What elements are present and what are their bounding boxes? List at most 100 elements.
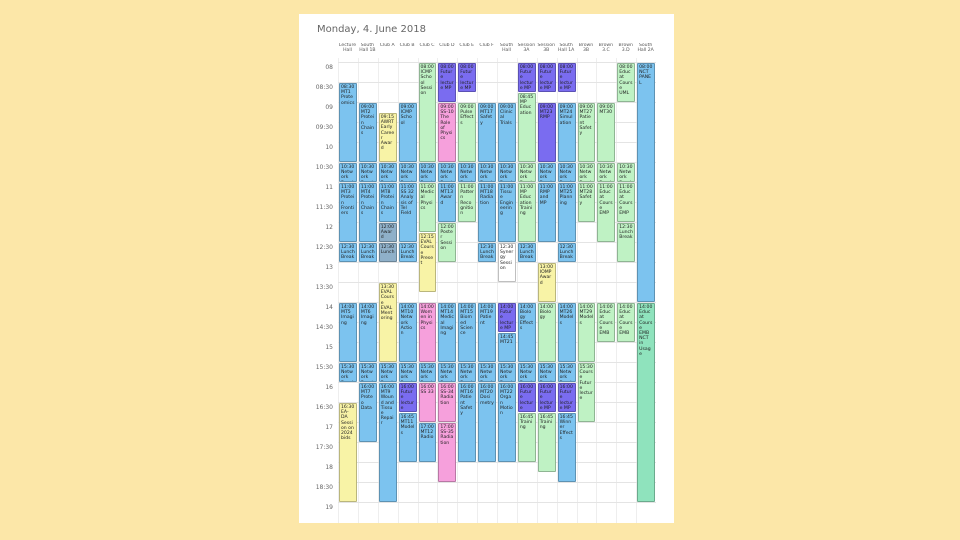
event-block[interactable]: 11:00 MT4 Protein Chains <box>358 183 377 242</box>
event-block[interactable]: 16:45 Winner Effects <box>557 413 576 482</box>
event-block[interactable]: 11:00 Educat Course EMP <box>597 183 616 242</box>
event-block[interactable]: 10:30 Network Break <box>577 163 596 182</box>
event-block[interactable]: 10:30 Network Break <box>537 163 556 182</box>
event-block[interactable]: 16:45 Training <box>517 413 536 462</box>
event-block[interactable]: 11:00 Medical Physics <box>418 183 437 232</box>
event-block[interactable]: 09:00 MT17 Safety <box>478 103 496 162</box>
event-block[interactable]: 10:30 Network Break <box>438 163 457 182</box>
event-block[interactable]: 09:00 MT27 Patient Safety <box>577 103 596 162</box>
event-block[interactable]: 11:00 MT28 Safety <box>577 183 596 222</box>
event-block[interactable]: 14:00 MT26 Models <box>557 303 576 362</box>
event-block[interactable]: 10:30 Network Break <box>517 163 536 182</box>
event-block[interactable]: 10:30 Network Break <box>498 163 516 182</box>
event-block[interactable]: 10:30 Network Break <box>478 163 496 182</box>
event-block[interactable]: 17:00 SS-35 Radiation <box>438 423 457 482</box>
event-block[interactable]: 16:00 MT22 Organ Motion <box>498 383 516 462</box>
event-block[interactable]: 09:00 ICMP School <box>398 103 417 162</box>
event-block[interactable]: 11:00 Educat Course EMP <box>617 183 636 222</box>
event-block[interactable]: 11:00 MT25 Planning <box>557 183 576 242</box>
event-block[interactable]: 14:00 MT10 Network Action <box>398 303 417 362</box>
event-block[interactable]: 15:30 Network Break <box>378 363 397 382</box>
event-block[interactable]: 08:45 MP Education <box>517 93 536 162</box>
event-block[interactable]: 15:30 Network Break <box>339 363 357 382</box>
event-block[interactable]: 15:30 Network Break <box>517 363 536 382</box>
event-block[interactable]: 14:00 Educat Course EMB NCT in Usage <box>637 303 655 502</box>
event-block[interactable]: 10:30 Network Break <box>617 163 636 182</box>
event-block[interactable]: 14:00 Biology Effects <box>517 303 536 362</box>
event-block[interactable]: 17:00 MT12 Radio <box>418 423 437 462</box>
event-block[interactable]: 09:00 MT24 Simulation <box>557 103 576 162</box>
event-block[interactable]: 15:30 Network Break <box>498 363 516 382</box>
event-block[interactable]: 12:15 EVAL Course Preset <box>418 233 437 292</box>
event-block[interactable]: 12:30 Lunch Break <box>398 243 417 262</box>
event-block[interactable]: 10:30 Network Break <box>597 163 616 182</box>
event-block[interactable]: 09:00 MT30 <box>597 103 616 162</box>
event-block[interactable]: 15:30 Network Break <box>438 363 457 382</box>
event-block[interactable]: 12:00 Award <box>378 223 397 242</box>
event-block[interactable]: 14:00 Educat Course EMB <box>617 303 636 342</box>
event-block[interactable]: 11:00 Tissue Engineering <box>498 183 516 242</box>
event-block[interactable]: 16:00 Future lecture MP <box>537 383 556 412</box>
event-block[interactable]: 11:00 MT3 Protein Frontiers <box>339 183 357 242</box>
event-block[interactable]: 09:00 Clinical Trials <box>498 103 516 162</box>
event-block[interactable]: 16:00 SS-34 Radiation <box>438 383 457 422</box>
event-block[interactable]: 10:30 Network Break <box>378 163 397 182</box>
event-block[interactable]: 09:00 Pulse Effects <box>458 103 477 162</box>
event-block[interactable]: 16:30 EA-DA Session on 2024 bids <box>339 403 357 502</box>
event-block[interactable]: 09:00 MT23 RMP <box>537 103 556 162</box>
event-block[interactable]: 16:00 MT7 Proteo Data <box>358 383 377 442</box>
event-block[interactable]: 12:30 Lunch Break <box>617 223 636 262</box>
event-block[interactable]: 15:30 Network Break <box>458 363 477 382</box>
event-block[interactable]: 12:30 Lunch Break <box>557 243 576 262</box>
event-block[interactable]: 08:00 Future lecture MP <box>557 63 576 92</box>
event-block[interactable]: 10:30 Network Break <box>458 163 477 182</box>
event-block[interactable]: 15:30 Network Break <box>537 363 556 382</box>
event-block[interactable]: 11:00 SS 32 Analysis of Tel Field <box>398 183 417 242</box>
event-block[interactable]: 15:30 Network Break <box>478 363 496 382</box>
event-block[interactable]: 12:00 Poster Session <box>438 223 457 262</box>
event-block[interactable]: 12:30 Lunch Break <box>517 243 536 262</box>
event-block[interactable]: 09:15 AWRT Early Career Award <box>378 113 397 162</box>
event-block[interactable]: 16:45 MT11 Models <box>398 413 417 462</box>
event-block[interactable]: 11:00 MT18 Radiation <box>478 183 496 242</box>
event-block[interactable]: 09:00 MT2 Protein Chains <box>358 103 377 162</box>
event-block[interactable]: 14:00 MT14 Medical Imaging <box>438 303 457 362</box>
event-block[interactable]: 15:30 Network Break <box>418 363 437 382</box>
event-block[interactable]: 08:00 Future lecture MP <box>537 63 556 92</box>
event-block[interactable]: 14:00 Educat Course EMB <box>597 303 616 342</box>
event-block[interactable]: 14:00 Biology <box>537 303 556 362</box>
event-block[interactable]: 10:30 Network Break <box>339 163 357 182</box>
event-block[interactable]: 08:30 MT1 Proteomics <box>339 83 357 162</box>
event-block[interactable]: 08:00 NCT PANEL <box>637 63 655 302</box>
event-block[interactable]: 14:00 MT6 Imaging <box>358 303 377 362</box>
event-block[interactable]: 10:30 Network Break <box>398 163 417 182</box>
event-block[interactable]: 08:00 Future lecture MP <box>458 63 477 92</box>
event-block[interactable]: 16:00 Future lecture <box>517 383 536 412</box>
event-block[interactable]: 16:00 MT16 Patient Safety <box>458 383 477 462</box>
event-block[interactable]: 12:30 Lunch Break <box>478 243 496 262</box>
event-block[interactable]: 11:00 MT13 Award <box>438 183 457 222</box>
event-block[interactable]: 09:00 SS-10 The Role of Physics <box>438 103 457 162</box>
event-block[interactable]: 13:30 EVAL Course EVAL Mentoring <box>378 283 397 362</box>
event-block[interactable]: 08:00 Educat Course UML <box>617 63 636 102</box>
event-block[interactable]: 11:00 Pattern Recognition <box>458 183 477 222</box>
event-block[interactable]: 11:00 MP Education Training <box>517 183 536 242</box>
event-block[interactable]: 10:30 Network Break <box>418 163 437 182</box>
event-block[interactable]: 10:30 Network Break <box>358 163 377 182</box>
event-block[interactable]: 11:00 MT8 Protein Chains <box>378 183 397 222</box>
event-block[interactable]: 12:30 Lunch Break <box>339 243 357 262</box>
event-block[interactable]: 14:00 Women in Physics <box>418 303 437 362</box>
event-block[interactable]: 16:00 MT9 Wound and Tissue Repair <box>378 383 397 502</box>
event-block[interactable]: 13:00 IOMP Award <box>537 263 556 302</box>
event-block[interactable]: 15:30 Network Break <box>358 363 377 382</box>
event-block[interactable]: 14:00 MT15 Biomed Science <box>458 303 477 362</box>
event-block[interactable]: 15:30 Network Break <box>398 363 417 382</box>
event-block[interactable]: 12:30 Synergy Session <box>498 243 516 282</box>
event-block[interactable]: 08:00 Future lecture MP <box>438 63 457 102</box>
event-block[interactable]: 14:00 MT5 Imaging <box>339 303 357 362</box>
event-block[interactable]: 12:30 Lunch <box>378 243 397 262</box>
event-block[interactable]: 16:00 MT20 Dosimetry <box>478 383 496 462</box>
event-block[interactable]: 12:30 Lunch Break <box>358 243 377 262</box>
event-block[interactable]: 14:45 MT21 <box>498 333 516 362</box>
event-block[interactable]: 11:00 RMP and MP <box>537 183 556 242</box>
